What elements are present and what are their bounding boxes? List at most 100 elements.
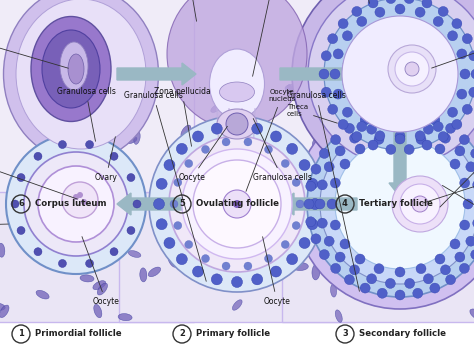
Circle shape xyxy=(395,134,405,144)
Circle shape xyxy=(185,240,193,249)
Circle shape xyxy=(340,239,350,249)
Circle shape xyxy=(405,278,415,288)
Circle shape xyxy=(211,123,222,134)
Circle shape xyxy=(385,120,395,130)
Circle shape xyxy=(330,69,340,79)
Circle shape xyxy=(296,200,304,208)
Circle shape xyxy=(164,159,175,170)
Circle shape xyxy=(174,221,182,230)
Text: Corpus luteum: Corpus luteum xyxy=(35,200,107,208)
Circle shape xyxy=(340,159,350,169)
Circle shape xyxy=(462,104,472,114)
FancyBboxPatch shape xyxy=(282,86,474,322)
Circle shape xyxy=(327,199,337,209)
Circle shape xyxy=(110,248,118,256)
Text: Theca
cells: Theca cells xyxy=(0,351,1,352)
Ellipse shape xyxy=(134,132,140,144)
Ellipse shape xyxy=(97,283,108,295)
Circle shape xyxy=(452,19,462,29)
Circle shape xyxy=(433,17,443,26)
Text: Oocyte: Oocyte xyxy=(82,237,119,306)
Ellipse shape xyxy=(217,109,257,139)
Circle shape xyxy=(413,110,423,120)
Circle shape xyxy=(462,34,472,44)
Ellipse shape xyxy=(44,253,56,263)
Circle shape xyxy=(405,120,415,130)
FancyArrow shape xyxy=(280,193,357,215)
FancyBboxPatch shape xyxy=(119,86,355,322)
Circle shape xyxy=(440,133,450,143)
Circle shape xyxy=(447,31,457,41)
Circle shape xyxy=(244,262,252,270)
Circle shape xyxy=(395,108,405,118)
Circle shape xyxy=(452,119,462,130)
Circle shape xyxy=(324,236,334,246)
FancyArrow shape xyxy=(280,63,357,85)
Circle shape xyxy=(388,45,436,93)
Text: Oocyte
nucleus: Oocyte nucleus xyxy=(246,89,296,191)
Circle shape xyxy=(193,160,281,248)
Ellipse shape xyxy=(3,0,158,162)
Circle shape xyxy=(244,138,252,146)
Ellipse shape xyxy=(0,303,5,310)
Circle shape xyxy=(17,174,25,182)
Circle shape xyxy=(395,267,405,277)
FancyBboxPatch shape xyxy=(119,0,355,192)
Ellipse shape xyxy=(210,49,264,119)
Ellipse shape xyxy=(285,84,301,92)
Circle shape xyxy=(435,254,445,264)
Circle shape xyxy=(392,176,448,232)
Circle shape xyxy=(412,196,428,212)
Circle shape xyxy=(252,123,263,134)
Ellipse shape xyxy=(168,254,177,267)
Circle shape xyxy=(169,136,305,272)
Text: 1: 1 xyxy=(18,329,24,339)
Circle shape xyxy=(366,124,377,134)
Text: 5: 5 xyxy=(179,200,185,208)
Circle shape xyxy=(377,288,387,298)
Circle shape xyxy=(345,275,355,285)
Text: Oocyte: Oocyte xyxy=(263,237,291,306)
Text: Ovary
cortex
cells: Ovary cortex cells xyxy=(0,215,8,235)
Circle shape xyxy=(459,263,469,274)
Text: Zona pellucida: Zona pellucida xyxy=(154,87,210,146)
Text: Oocyte: Oocyte xyxy=(440,142,474,207)
Ellipse shape xyxy=(93,281,106,290)
Text: Granulosa cells: Granulosa cells xyxy=(56,87,116,141)
Circle shape xyxy=(34,152,42,160)
Circle shape xyxy=(127,174,135,182)
Circle shape xyxy=(471,69,474,79)
Ellipse shape xyxy=(287,85,293,98)
Circle shape xyxy=(81,199,87,205)
Text: Granulosa cells: Granulosa cells xyxy=(253,119,311,182)
Circle shape xyxy=(201,145,210,153)
Circle shape xyxy=(226,113,248,135)
Ellipse shape xyxy=(134,96,147,104)
Circle shape xyxy=(271,266,282,277)
Text: Zona
pellucida: Zona pellucida xyxy=(442,186,474,225)
Ellipse shape xyxy=(473,262,474,277)
Circle shape xyxy=(342,31,352,41)
FancyBboxPatch shape xyxy=(0,86,194,322)
Circle shape xyxy=(463,199,473,209)
Circle shape xyxy=(422,0,432,8)
Circle shape xyxy=(315,199,325,209)
Circle shape xyxy=(182,149,292,259)
Circle shape xyxy=(24,152,128,256)
Circle shape xyxy=(133,200,141,208)
Circle shape xyxy=(345,123,355,133)
Ellipse shape xyxy=(31,17,111,121)
Circle shape xyxy=(319,250,329,259)
Circle shape xyxy=(360,115,370,125)
Text: Oocyte
nucleus: Oocyte nucleus xyxy=(423,172,474,203)
Circle shape xyxy=(335,146,345,156)
Circle shape xyxy=(333,49,343,59)
Circle shape xyxy=(62,182,98,218)
Ellipse shape xyxy=(330,284,337,297)
Ellipse shape xyxy=(0,305,9,318)
Circle shape xyxy=(127,226,135,234)
Ellipse shape xyxy=(335,310,342,322)
Text: Secondary follicle: Secondary follicle xyxy=(359,329,446,339)
Circle shape xyxy=(446,123,456,133)
Text: 3: 3 xyxy=(342,329,348,339)
